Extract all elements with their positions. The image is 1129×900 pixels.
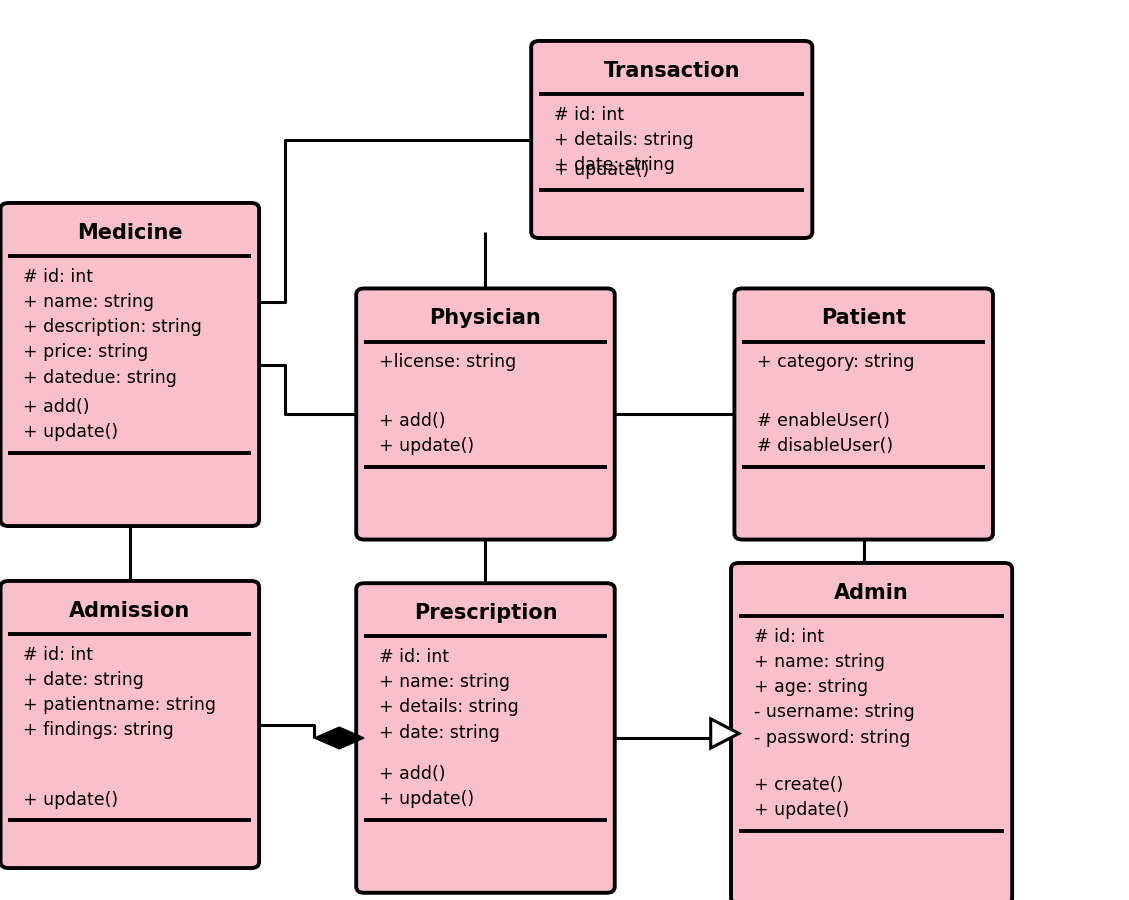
Text: # id: int: # id: int <box>24 268 94 286</box>
Text: + patientname: string: + patientname: string <box>24 697 216 715</box>
Text: - password: string: - password: string <box>754 729 910 747</box>
Text: + price: string: + price: string <box>24 344 148 362</box>
Text: + add(): + add() <box>379 412 445 430</box>
Polygon shape <box>711 719 739 748</box>
Text: + create(): + create() <box>754 776 843 795</box>
Text: + update(): + update() <box>553 160 649 178</box>
Text: + update(): + update() <box>754 802 849 819</box>
Text: # id: int: # id: int <box>553 106 624 124</box>
Bar <box>739 570 1005 616</box>
Text: + age: string: + age: string <box>754 679 868 697</box>
Text: + details: string: + details: string <box>379 698 518 716</box>
Text: + date: string: + date: string <box>553 157 675 175</box>
Text: - username: string: - username: string <box>754 704 914 722</box>
FancyBboxPatch shape <box>734 288 994 539</box>
Bar <box>364 590 607 636</box>
Text: # disableUser(): # disableUser() <box>756 437 893 455</box>
Text: Admission: Admission <box>69 600 191 621</box>
Text: + datedue: string: + datedue: string <box>24 369 177 387</box>
Text: + add(): + add() <box>24 398 89 416</box>
FancyBboxPatch shape <box>357 288 614 539</box>
Bar <box>364 294 607 341</box>
Text: + name: string: + name: string <box>379 673 510 691</box>
Text: + description: string: + description: string <box>24 319 202 337</box>
Bar <box>9 587 251 634</box>
Text: # id: int: # id: int <box>379 648 449 666</box>
Text: Patient: Patient <box>821 308 907 328</box>
FancyBboxPatch shape <box>531 41 813 239</box>
Text: + date: string: + date: string <box>24 671 145 689</box>
Text: Transaction: Transaction <box>604 60 739 81</box>
Text: + update(): + update() <box>24 424 119 442</box>
Text: # id: int: # id: int <box>24 646 94 664</box>
Text: + update(): + update() <box>379 437 474 455</box>
Text: Prescription: Prescription <box>413 603 558 623</box>
Bar <box>743 294 984 341</box>
Text: Medicine: Medicine <box>77 222 183 243</box>
Text: + details: string: + details: string <box>553 131 693 149</box>
Text: + add(): + add() <box>379 765 445 783</box>
FancyBboxPatch shape <box>1 581 260 868</box>
Text: # id: int: # id: int <box>754 628 824 646</box>
Bar <box>9 210 251 256</box>
FancyBboxPatch shape <box>357 583 614 893</box>
Text: + findings: string: + findings: string <box>24 722 174 740</box>
Text: + date: string: + date: string <box>379 724 500 742</box>
Text: +license: string: +license: string <box>379 353 516 371</box>
Text: + update(): + update() <box>24 790 119 808</box>
Bar <box>540 48 804 94</box>
Text: # enableUser(): # enableUser() <box>756 412 890 430</box>
Text: + name: string: + name: string <box>24 293 155 311</box>
Text: + category: string: + category: string <box>756 353 914 371</box>
Text: Admin: Admin <box>834 582 909 603</box>
Text: + name: string: + name: string <box>754 653 885 671</box>
Text: + update(): + update() <box>379 790 474 808</box>
Polygon shape <box>314 727 364 749</box>
FancyBboxPatch shape <box>1 203 260 526</box>
FancyBboxPatch shape <box>732 563 1013 900</box>
Text: Physician: Physician <box>430 308 541 328</box>
